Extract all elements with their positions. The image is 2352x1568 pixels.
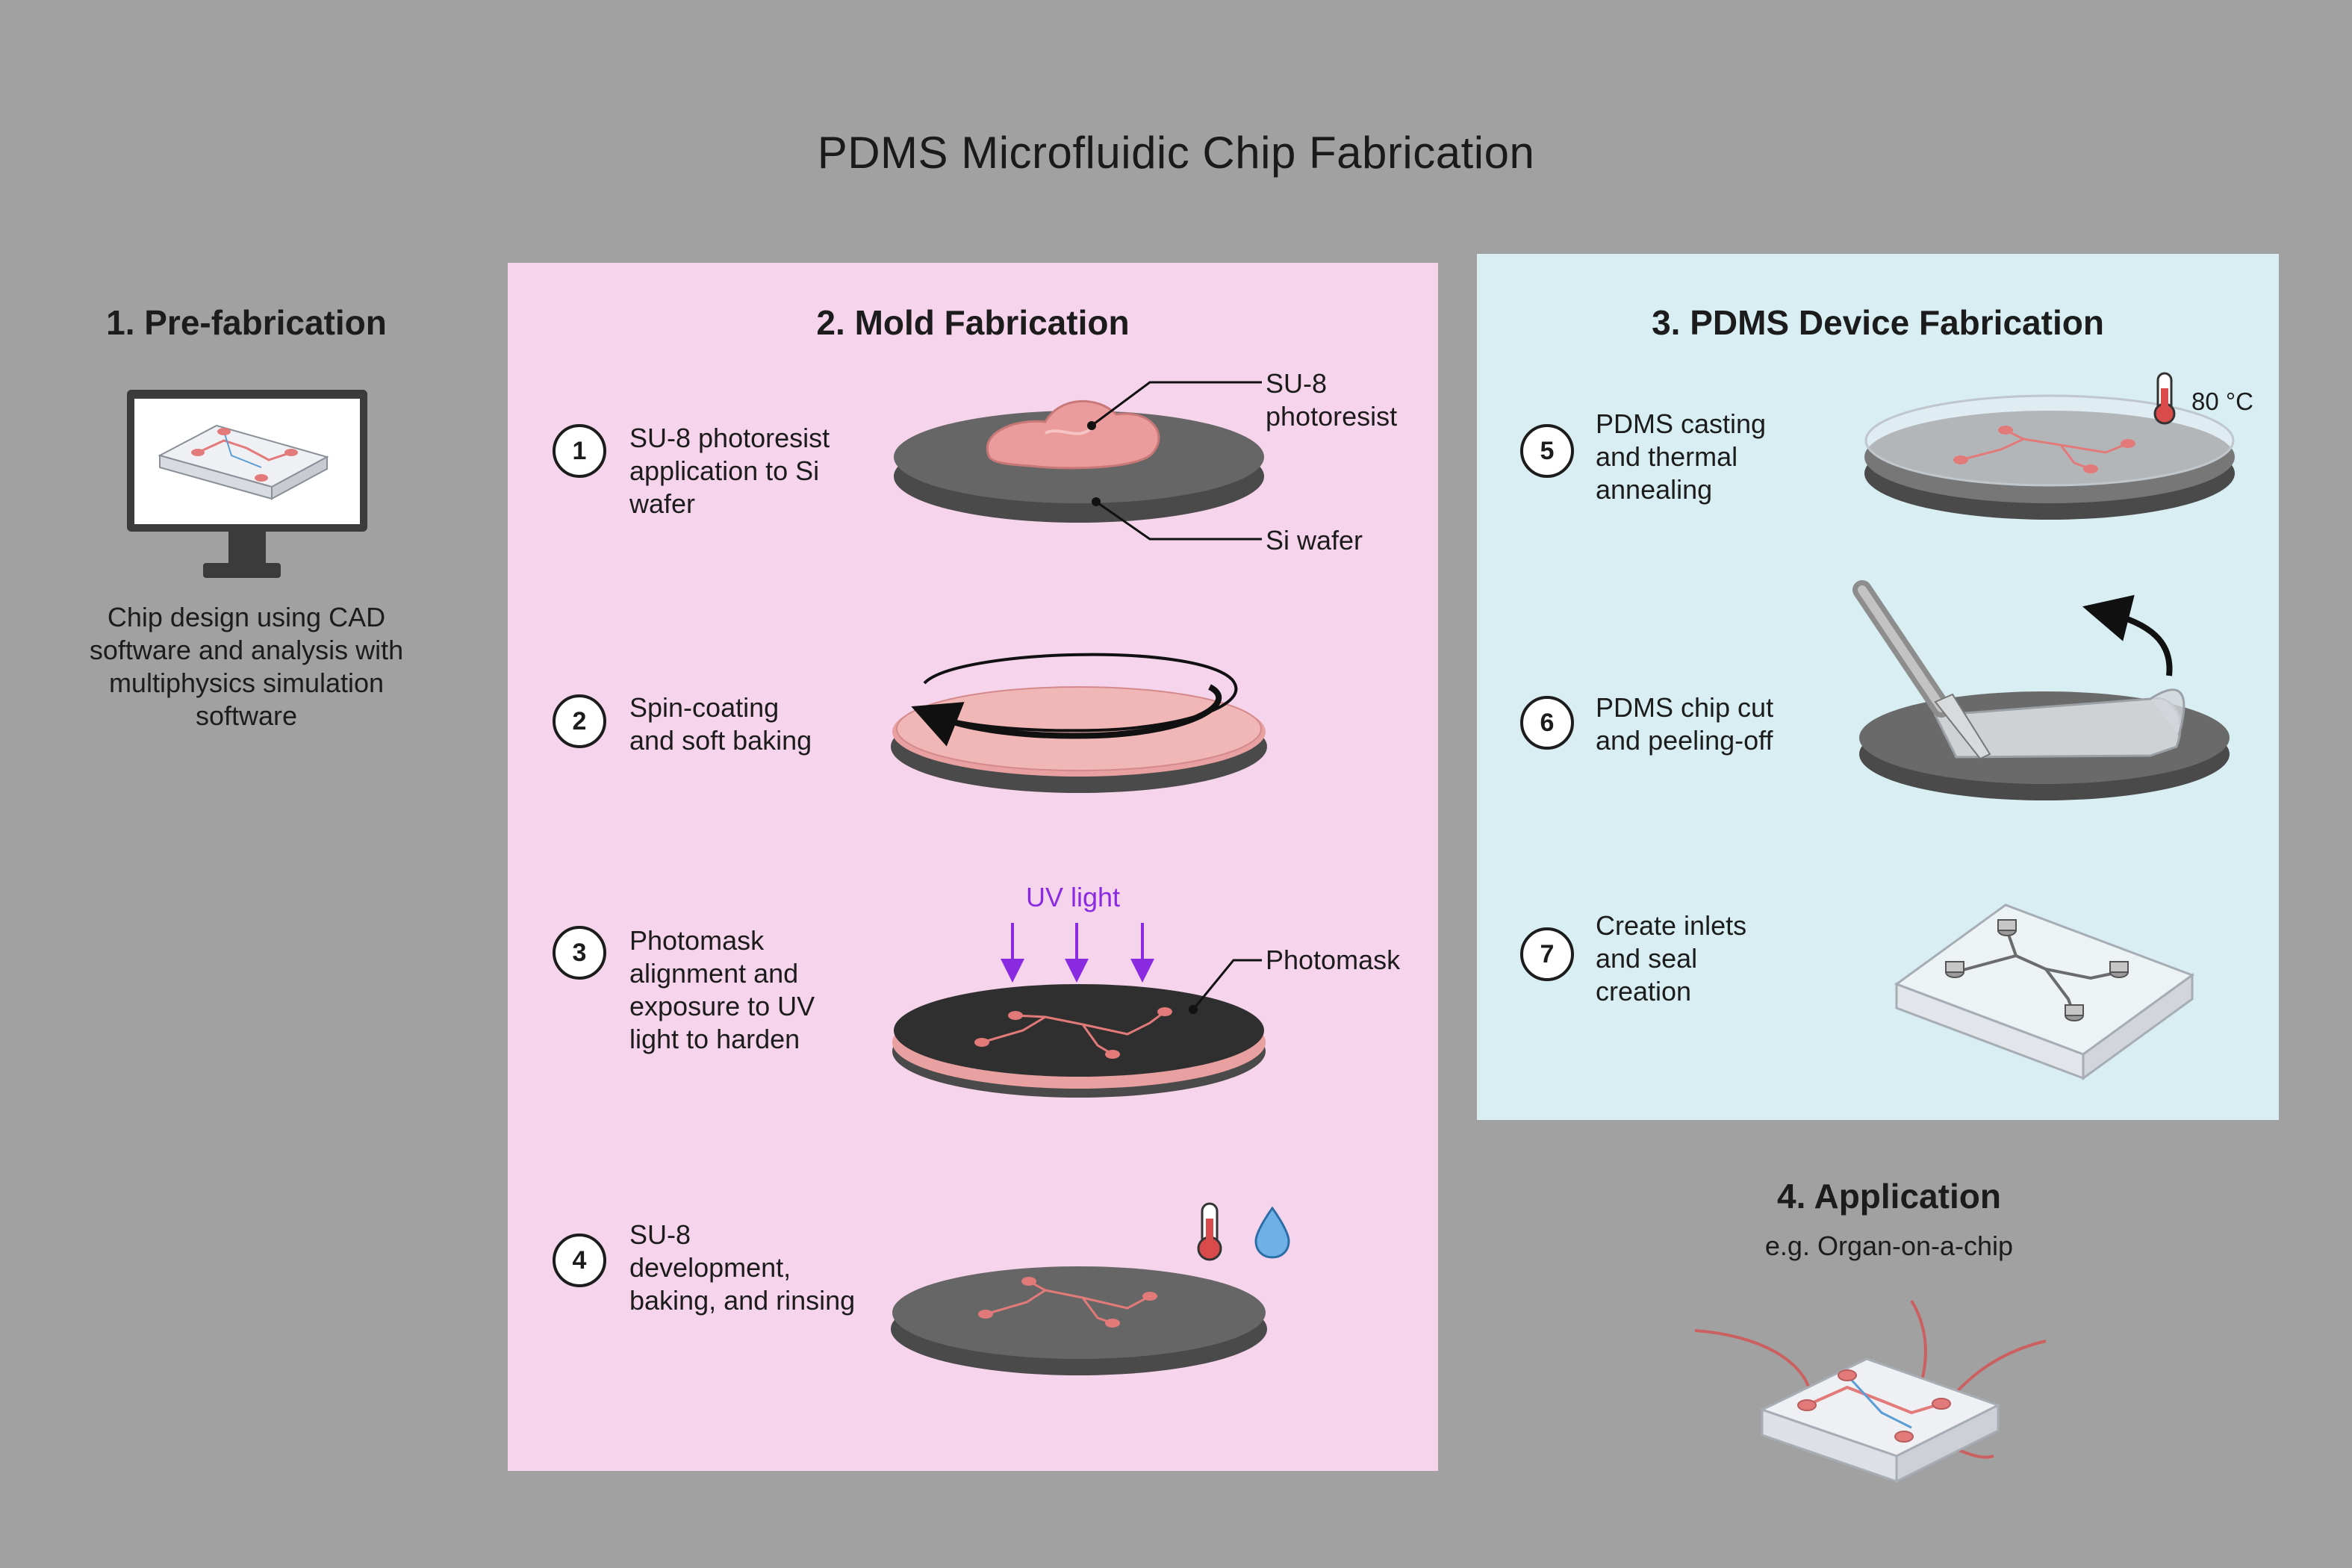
scalpel-icon <box>1852 580 1991 760</box>
temperature-label: 80 °C <box>2191 388 2253 415</box>
step-text-line: baking, and rinsing <box>629 1285 856 1316</box>
step-text-line: Spin-coating <box>629 692 780 723</box>
photomask-exposure-icon <box>892 923 1266 1098</box>
prefab-caption-line: software <box>195 700 298 731</box>
prefab-caption-line: Chip design using CAD <box>107 602 386 632</box>
step-3-circle: 3 <box>553 926 606 980</box>
step-text-line: SU-8 photoresist <box>629 423 830 453</box>
step-text-line: light to harden <box>629 1024 800 1054</box>
step-text-line: Create inlets <box>1596 910 1747 941</box>
step-7-text: Create inlets and seal creation <box>1596 909 1746 1008</box>
photomask-label: Photomask <box>1266 945 1401 975</box>
step-2-text: Spin-coating and soft baking <box>629 691 812 757</box>
spin-coating-icon <box>891 653 1267 793</box>
step-text-line: wafer <box>629 488 696 519</box>
step-text-line: application to Si <box>629 455 820 486</box>
step-4-circle: 4 <box>553 1233 606 1287</box>
section-title-mold: 2. Mold Fabrication <box>816 303 1130 342</box>
step-text-line: Photomask <box>629 925 765 956</box>
label-line: SU-8 <box>1266 368 1328 399</box>
step-text-line: creation <box>1596 976 1692 1007</box>
step-text-line: annealing <box>1596 474 1713 505</box>
step-text-line: PDMS chip cut <box>1596 692 1774 723</box>
prefab-caption-line: multiphysics simulation <box>108 668 385 698</box>
su8-photoresist-label: SU-8 photoresist <box>1266 367 1397 433</box>
step-text-line: PDMS casting <box>1596 408 1767 439</box>
application-subtitle: e.g. Organ-on-a-chip <box>1764 1231 2014 1261</box>
step-3-text: Photomask alignment and exposure to UV l… <box>629 924 815 1056</box>
step-5-circle: 5 <box>1520 424 1574 478</box>
step-1-text: SU-8 photoresist application to Si wafer <box>629 422 830 520</box>
page-title: PDMS Microfluidic Chip Fabrication <box>817 128 1535 178</box>
pdms-casting-icon <box>1864 394 2235 520</box>
step-text-line: and peeling-off <box>1596 725 1773 756</box>
sealed-chip-icon <box>1894 903 2195 1080</box>
step-1-circle: 1 <box>553 424 606 478</box>
developed-wafer-icon <box>891 1266 1267 1375</box>
thermometer-icon <box>1197 1202 1222 1261</box>
step-6-circle: 6 <box>1520 696 1574 750</box>
step-2-circle: 2 <box>553 694 606 748</box>
organ-on-chip-icon <box>1694 1299 2047 1484</box>
chip-design-icon <box>158 424 329 500</box>
step-4-text: SU-8 development, baking, and rinsing <box>629 1219 855 1317</box>
prefab-caption-line: software and analysis with <box>89 635 404 665</box>
thermometer-icon <box>2153 372 2176 425</box>
section-title-pdms: 3. PDMS Device Fabrication <box>1652 303 2104 342</box>
step-6-text: PDMS chip cut and peeling-off <box>1596 691 1773 757</box>
prefab-caption: Chip design using CAD software and analy… <box>45 601 448 732</box>
uv-light-label: UV light <box>1026 882 1121 912</box>
section-title-prefab: 1. Pre-fabrication <box>106 303 387 342</box>
step-text-line: and thermal <box>1596 441 1738 472</box>
si-wafer-label: Si wafer <box>1266 525 1363 556</box>
step-text-line: and soft baking <box>629 725 812 756</box>
step-text-line: and seal <box>1596 943 1698 974</box>
step-text-line: SU-8 <box>629 1219 691 1250</box>
water-drop-icon <box>1254 1206 1290 1259</box>
pdms-peeling-icon <box>1859 594 2230 800</box>
step-text-line: development, <box>629 1252 791 1283</box>
wafer-with-su8-icon <box>894 381 1264 541</box>
step-7-circle: 7 <box>1520 927 1574 981</box>
step-text-line: alignment and <box>629 958 799 989</box>
step-text-line: exposure to UV <box>629 991 815 1021</box>
monitor-icon <box>127 390 367 578</box>
label-line: photoresist <box>1266 401 1398 432</box>
step-5-text: PDMS casting and thermal annealing <box>1596 408 1766 506</box>
section-title-application: 4. Application <box>1777 1177 2001 1216</box>
